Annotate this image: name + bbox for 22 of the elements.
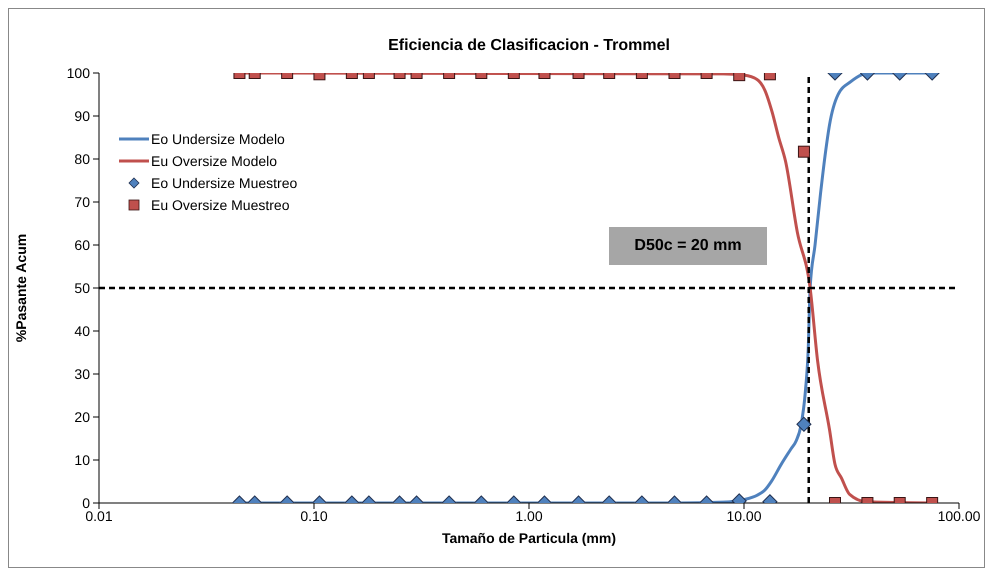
y-tick-label: 80 [74, 151, 90, 167]
y-tick-label: 70 [74, 194, 90, 210]
y-axis-title: %Pasante Acum [12, 234, 29, 342]
y-tick-label: 40 [74, 323, 90, 339]
x-axis-title: Tamaño de Particula (mm) [442, 530, 616, 546]
legend-label: Eu Oversize Muestreo [151, 196, 290, 215]
x-tick-label: 0.10 [300, 508, 328, 524]
legend-label: Eu Oversize Modelo [151, 152, 278, 171]
y-tick-label: 20 [74, 409, 90, 425]
annotation: D50c = 20 mm [609, 227, 767, 265]
y-tick-label: 90 [74, 108, 90, 124]
legend-label: Eo Undersize Modelo [151, 130, 285, 149]
y-tick-label: 10 [74, 452, 90, 468]
y-tick-label: 60 [74, 237, 90, 253]
x-tick-label: 10.00 [726, 508, 762, 524]
y-tick-label: 50 [74, 280, 90, 296]
y-tick-label: 100 [66, 65, 90, 81]
y-tick-label: 30 [74, 366, 90, 382]
legend-label: Eo Undersize Muestreo [151, 174, 298, 193]
x-tick-label: 100.00 [938, 508, 981, 524]
chart-title: Eficiencia de Clasificacion - Trommel [387, 37, 671, 55]
x-tick-label: 1.00 [515, 508, 543, 524]
